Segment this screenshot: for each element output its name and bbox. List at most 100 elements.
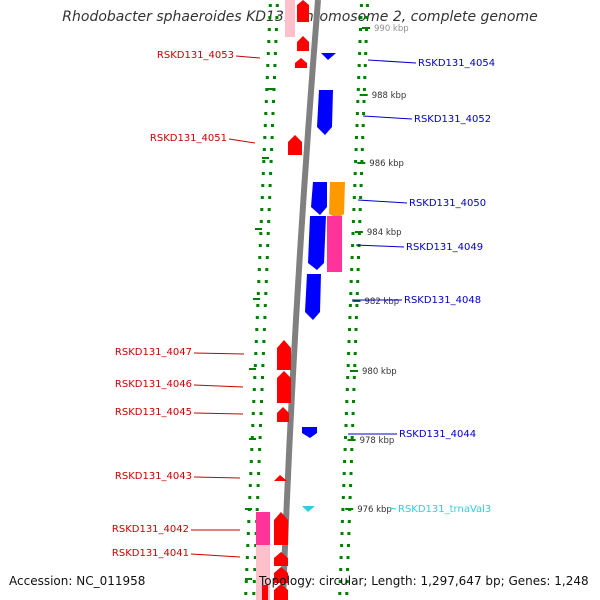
gene-label-left[interactable]: RSKD131_4042 xyxy=(112,524,189,535)
ring-inner-right-dash xyxy=(342,484,346,487)
ring-inner-right-dash xyxy=(339,556,343,559)
ring-inner-right-dash xyxy=(343,448,347,451)
scale-marks: 990 kbp 988 kbp 986 kbp 984 kbp 982 kbp 980 k… xyxy=(345,24,409,515)
ring-inner-left-dash xyxy=(259,424,262,427)
scale-tick xyxy=(359,94,368,96)
ring-major-dash xyxy=(245,508,252,510)
ring-inner-right-dash xyxy=(348,304,352,307)
ring-inner-right-dash xyxy=(338,592,342,595)
gene-label-left[interactable]: RSKD131_4043 xyxy=(115,471,192,482)
ring-outer-left-dash xyxy=(257,280,261,283)
ring-outer-right-dash xyxy=(362,88,366,91)
ring-inner-right-dash xyxy=(340,532,344,535)
ring-outer-left-dash xyxy=(246,532,250,535)
ring-inner-left-dash xyxy=(261,376,264,379)
ring-outer-left-dash xyxy=(261,184,265,187)
gene-label-right[interactable]: RSKD131_4050 xyxy=(409,198,486,209)
ring-inner-left-dash xyxy=(268,196,272,199)
gene-feature-bottom-1 xyxy=(274,567,288,583)
scale-rings xyxy=(244,4,369,595)
gene-label-right[interactable]: RSKD131_trnaVal3 xyxy=(398,504,491,515)
ring-inner-right-dash xyxy=(338,580,342,583)
ring-inner-right-dash xyxy=(345,388,349,391)
gene-label-right[interactable]: RSKD131_4044 xyxy=(399,429,476,440)
ring-outer-right-dash xyxy=(347,532,351,535)
ring-outer-right-dash xyxy=(360,160,364,163)
ring-outer-right-dash xyxy=(345,592,349,595)
ring-outer-left-dash xyxy=(249,472,253,475)
ring-outer-left-dash xyxy=(248,496,252,499)
ring-inner-left-dash xyxy=(256,496,260,499)
ring-inner-left-dash xyxy=(273,64,277,67)
ring-inner-right-dash xyxy=(359,16,363,19)
ring-inner-left-dash xyxy=(263,304,267,307)
gene-label-left[interactable]: RSKD131_4045 xyxy=(115,407,192,418)
gene-label-right[interactable]: RSKD131_4049 xyxy=(406,242,483,253)
gene-label-left[interactable]: RSKD131_4046 xyxy=(115,379,192,390)
ring-outer-right-dash xyxy=(361,124,365,127)
ring-inner-right-dash xyxy=(353,184,357,187)
ring-outer-right-dash xyxy=(357,256,360,259)
ring-outer-left-dash xyxy=(264,112,268,115)
ring-outer-right-dash xyxy=(347,520,351,523)
ring-major-dash xyxy=(262,157,269,159)
accession-text: Accession: NC_011958 xyxy=(9,574,146,588)
gene-label-left[interactable]: RSKD131_4053 xyxy=(157,50,234,61)
ring-inner-right-dash xyxy=(345,400,349,403)
ring-inner-left-dash xyxy=(253,568,257,571)
gene-label-right[interactable]: RSKD131_4052 xyxy=(414,114,491,125)
gene-feature-4052 xyxy=(317,90,333,135)
gene-label-right[interactable]: RSKD131_4054 xyxy=(418,58,495,69)
ring-outer-right-dash xyxy=(362,100,366,103)
ring-inner-left-dash xyxy=(275,4,279,7)
ring-outer-right-dash xyxy=(354,316,358,319)
gene-feature-4050 xyxy=(311,182,327,215)
ring-major-dash xyxy=(245,578,252,580)
scale-tick-label: 976 kbp xyxy=(357,505,392,515)
ring-inner-right-dash xyxy=(351,244,355,247)
ring-outer-left-dash xyxy=(260,196,264,199)
ring-inner-left-dash xyxy=(266,232,270,235)
ring-outer-right-dash xyxy=(364,40,368,43)
callout-line-left xyxy=(193,476,241,479)
ring-inner-right-dash xyxy=(340,544,344,547)
ring-inner-right-dash xyxy=(346,376,350,379)
ring-inner-left-dash xyxy=(253,556,257,559)
ring-major-dash xyxy=(268,88,275,90)
ring-outer-left-dash xyxy=(260,208,264,211)
gene-label-left[interactable]: RSKD131_4047 xyxy=(115,347,192,358)
ring-outer-right-dash xyxy=(365,4,369,7)
ring-inner-left-dash xyxy=(267,220,271,223)
gene-label-left[interactable]: RSKD131_4051 xyxy=(150,133,227,144)
ring-inner-right-dash xyxy=(348,316,352,319)
gene-label-left[interactable]: RSKD131_4041 xyxy=(112,548,189,559)
ring-outer-right-dash xyxy=(362,112,366,115)
ring-inner-left-dash xyxy=(252,580,256,583)
ring-outer-left-dash xyxy=(255,328,259,331)
ring-outer-right-dash xyxy=(347,544,350,547)
ring-inner-right-dash xyxy=(346,364,350,367)
gene-feature-4047 xyxy=(277,340,291,370)
ring-inner-left-dash xyxy=(275,16,279,19)
ring-inner-left-dash xyxy=(257,472,261,475)
ring-inner-left-dash xyxy=(273,52,277,55)
callout-line-left xyxy=(235,55,261,59)
ring-inner-left-dash xyxy=(262,340,266,343)
ring-inner-left-dash xyxy=(259,412,263,415)
gene-feature-4049-pseudo xyxy=(327,216,342,272)
gene-label-right[interactable]: RSKD131_4048 xyxy=(404,295,481,306)
ring-outer-left-dash xyxy=(256,292,260,295)
ring-inner-right-dash xyxy=(356,88,360,91)
ring-outer-left-dash xyxy=(264,100,268,103)
ring-major-dash xyxy=(249,438,256,440)
gene-feature-4051 xyxy=(288,135,302,155)
ring-inner-right-dash xyxy=(352,208,356,211)
ring-outer-right-dash xyxy=(354,328,358,331)
ring-outer-right-dash xyxy=(359,196,363,199)
ring-inner-left-dash xyxy=(265,268,269,271)
scale-tick-label: 982 kbp xyxy=(365,297,400,307)
ring-inner-left-dash xyxy=(267,208,271,211)
ring-outer-left-dash xyxy=(263,136,267,139)
ring-inner-right-dash xyxy=(344,412,348,415)
